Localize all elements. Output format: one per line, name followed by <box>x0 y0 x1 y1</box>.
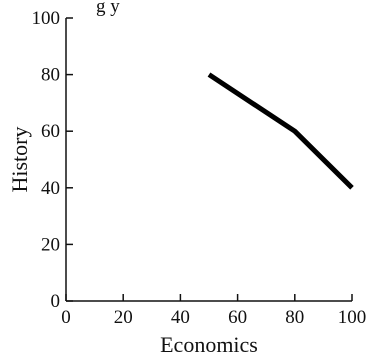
x-axis-title: Economics <box>160 332 258 357</box>
x-tick-label: 100 <box>338 307 366 328</box>
x-axis-ticks: 0 20 40 60 80 100 <box>61 294 366 328</box>
x-tick-label: 0 <box>61 307 71 328</box>
x-tick-label: 60 <box>228 307 247 328</box>
series-line <box>207 72 354 190</box>
x-tick-label: 40 <box>171 307 190 328</box>
x-tick-label: 20 <box>114 307 133 328</box>
series-layer <box>207 72 354 190</box>
y-tick-label: 40 <box>41 178 60 199</box>
x-tick-label: 80 <box>285 307 304 328</box>
y-tick-label: 80 <box>41 65 60 86</box>
chart-axes <box>65 18 352 302</box>
y-tick-label: 0 <box>51 291 61 312</box>
y-axis-ticks: 0 20 40 60 80 100 <box>32 8 73 312</box>
y-axis-title: History <box>7 127 32 193</box>
y-tick-label: 100 <box>32 8 61 29</box>
top-text-fragment: g y <box>96 0 120 17</box>
y-tick-label: 60 <box>41 121 60 142</box>
y-tick-label: 20 <box>41 234 60 255</box>
